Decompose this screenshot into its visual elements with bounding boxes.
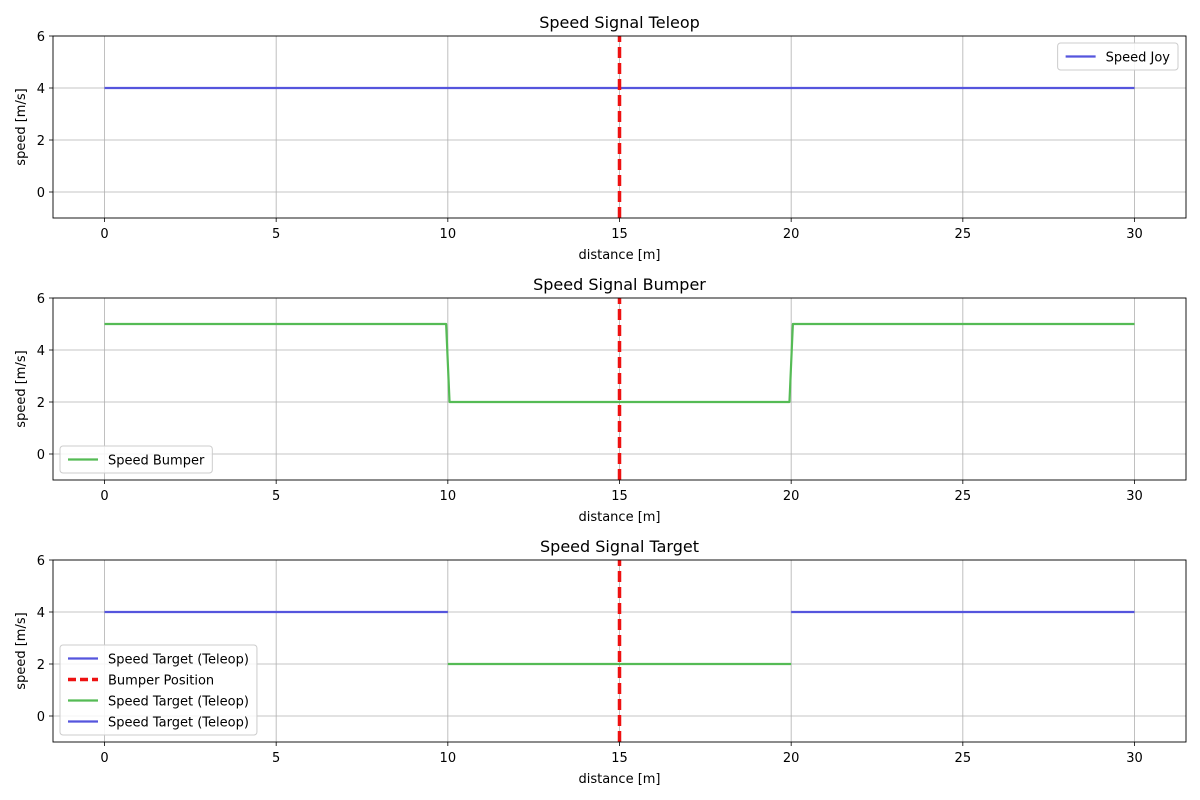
legend: Speed Joy	[1057, 42, 1179, 71]
legend-label: Speed Target (Teleop)	[108, 716, 249, 731]
legend: Speed Target (Teleop) Bumper Position Spee…	[59, 644, 258, 736]
legend-box	[59, 644, 258, 736]
chart-panel-1: 0 5 10 15 20 25 30 0 2 4 6 Speed Signal Teleop dista…	[14, 13, 1187, 263]
y-tick-label: 0	[37, 710, 45, 725]
x-tick-label: 20	[783, 227, 800, 242]
x-axis-label: distance [m]	[578, 510, 660, 525]
x-tick-label: 20	[783, 751, 800, 766]
x-tick-label: 25	[955, 227, 972, 242]
x-tick-label: 15	[611, 751, 628, 766]
x-tick-label: 30	[1126, 751, 1143, 766]
x-tick-label: 10	[440, 489, 457, 504]
x-tick-label: 5	[272, 751, 280, 766]
x-tick-label: 15	[611, 227, 628, 242]
x-tick-label: 25	[955, 751, 972, 766]
chart-panel-3: 0 5 10 15 20 25 30 0 2 4 6 Speed Signal Target dista…	[14, 537, 1187, 787]
x-tick-label: 0	[100, 751, 108, 766]
y-tick-label: 0	[37, 186, 45, 201]
legend-label: Bumper Position	[108, 674, 214, 689]
y-tick-label: 2	[37, 658, 45, 673]
x-tick-label: 25	[955, 489, 972, 504]
chart-title: Speed Signal Teleop	[539, 13, 700, 32]
x-tick-label: 30	[1126, 489, 1143, 504]
x-tick-label: 5	[272, 489, 280, 504]
x-tick-label: 0	[100, 489, 108, 504]
x-tick-label: 10	[440, 227, 457, 242]
legend-box	[1057, 42, 1179, 71]
legend-label: Speed Bumper	[108, 454, 205, 469]
chart-panel-2: 0 5 10 15 20 25 30 0 2 4 6 Speed Signal Bumper dista…	[14, 275, 1187, 525]
y-axis-label: speed [m/s]	[14, 612, 29, 689]
x-tick-label: 20	[783, 489, 800, 504]
y-tick-label: 4	[37, 606, 45, 621]
x-tick-label: 10	[440, 751, 457, 766]
y-tick-label: 4	[37, 82, 45, 97]
x-axis-label: distance [m]	[578, 248, 660, 263]
y-tick-label: 4	[37, 344, 45, 359]
x-tick-label: 5	[272, 227, 280, 242]
y-axis-label: speed [m/s]	[14, 88, 29, 165]
x-tick-label: 0	[100, 227, 108, 242]
legend-label: Speed Target (Teleop)	[108, 653, 249, 668]
series-line-1	[104, 322, 1135, 404]
x-tick-label: 15	[611, 489, 628, 504]
chart-title: Speed Signal Target	[540, 537, 699, 556]
chart-title: Speed Signal Bumper	[533, 275, 706, 294]
y-tick-label: 2	[37, 134, 45, 149]
y-tick-label: 6	[37, 554, 45, 569]
y-tick-label: 0	[37, 448, 45, 463]
y-tick-label: 2	[37, 396, 45, 411]
x-axis-label: distance [m]	[578, 772, 660, 787]
y-tick-label: 6	[37, 292, 45, 307]
legend-box	[59, 445, 213, 474]
x-tick-label: 30	[1126, 227, 1143, 242]
y-tick-label: 6	[37, 30, 45, 45]
legend: Speed Bumper	[59, 445, 213, 474]
legend-label: Speed Target (Teleop)	[108, 695, 249, 710]
y-axis-label: speed [m/s]	[14, 350, 29, 427]
legend-label: Speed Joy	[1106, 51, 1171, 66]
